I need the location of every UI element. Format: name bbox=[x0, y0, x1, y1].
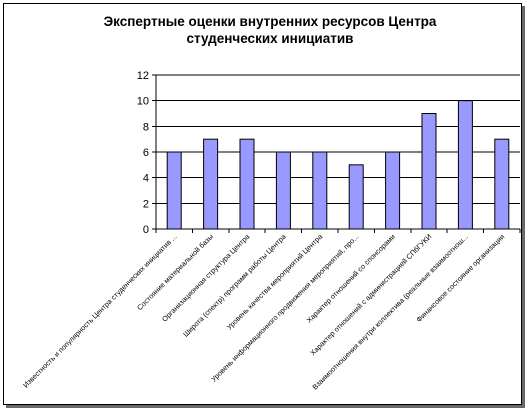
chart-title-line-2: студенческих инициатив bbox=[186, 31, 354, 46]
bar bbox=[166, 151, 182, 230]
y-tick-label: 6 bbox=[143, 147, 149, 159]
y-tick-label: 2 bbox=[143, 198, 149, 210]
y-tick-label: 12 bbox=[137, 70, 149, 82]
bar bbox=[203, 138, 219, 230]
x-category-label: Состояние материальной базы bbox=[135, 232, 215, 312]
bar bbox=[312, 151, 328, 230]
bar bbox=[348, 164, 364, 230]
x-category-label: Известность и популярность Центра студен… bbox=[21, 232, 179, 390]
bar bbox=[421, 113, 437, 230]
bar bbox=[494, 138, 510, 230]
chart-title-line-1: Экспертные оценки внутренних ресурсов Це… bbox=[103, 14, 437, 29]
bar bbox=[275, 151, 291, 230]
bar bbox=[239, 138, 255, 230]
y-tick-label: 0 bbox=[143, 224, 149, 236]
chart-title: Экспертные оценки внутренних ресурсов Це… bbox=[60, 13, 480, 47]
bar bbox=[457, 100, 473, 230]
bar bbox=[385, 151, 401, 230]
y-tick-label: 4 bbox=[143, 173, 149, 185]
y-tick-label: 8 bbox=[143, 121, 149, 133]
y-tick-label: 10 bbox=[137, 96, 149, 108]
